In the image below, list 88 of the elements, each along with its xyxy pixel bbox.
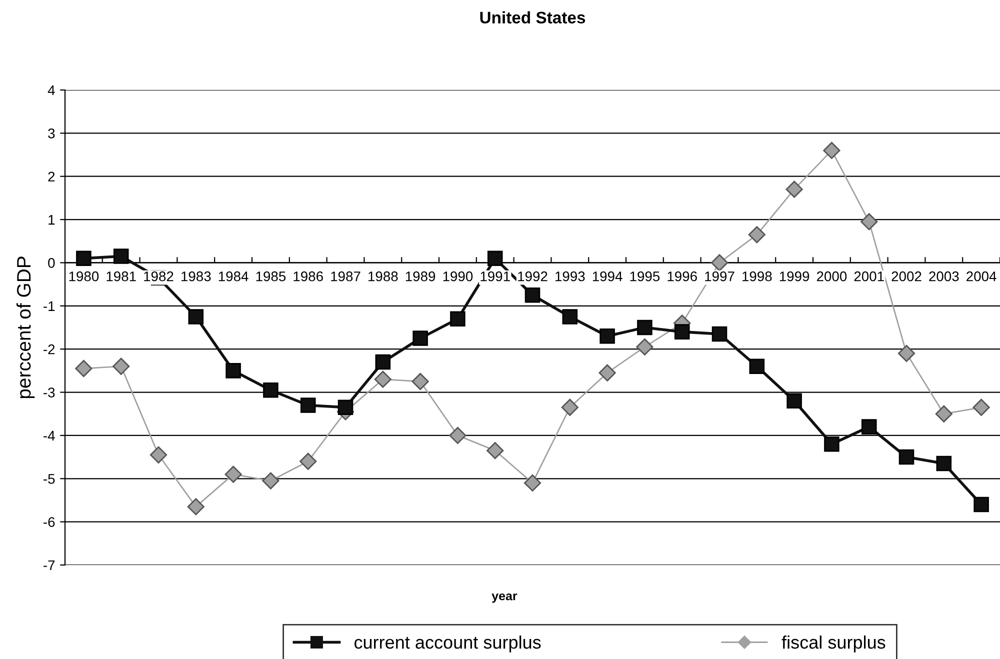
point bbox=[75, 360, 92, 378]
point bbox=[786, 180, 803, 198]
point bbox=[898, 344, 916, 362]
x-tick-label: 1991 bbox=[480, 271, 510, 282]
point bbox=[76, 250, 92, 266]
point bbox=[150, 446, 168, 464]
point bbox=[300, 452, 317, 470]
point bbox=[300, 398, 316, 413]
point bbox=[710, 254, 728, 272]
point bbox=[224, 466, 242, 483]
point bbox=[113, 248, 129, 264]
point bbox=[936, 456, 952, 472]
point bbox=[226, 363, 241, 378]
y-tick-label: -2 bbox=[44, 344, 55, 354]
x-tick-label: 1996 bbox=[668, 271, 697, 282]
point bbox=[898, 449, 914, 465]
point bbox=[187, 498, 204, 516]
point bbox=[188, 309, 204, 324]
x-tick-label: 1990 bbox=[443, 271, 473, 282]
x-tick-label: 2002 bbox=[892, 271, 922, 282]
x-tick-label: 1983 bbox=[182, 271, 211, 282]
point bbox=[860, 213, 878, 230]
point bbox=[861, 419, 877, 434]
point bbox=[598, 364, 616, 382]
y-tick-label: -6 bbox=[44, 517, 55, 527]
y-tick-label: -1 bbox=[44, 301, 55, 311]
point bbox=[263, 382, 278, 398]
point bbox=[524, 474, 542, 492]
y-tick-label: 0 bbox=[48, 258, 55, 268]
x-tick-label: 1998 bbox=[742, 271, 772, 282]
point bbox=[749, 358, 765, 374]
point bbox=[486, 442, 504, 460]
point bbox=[338, 400, 354, 416]
chart-title: United States bbox=[480, 11, 586, 24]
point bbox=[674, 324, 690, 340]
x-tick-label: 1980 bbox=[69, 271, 99, 282]
legend-label: fiscal surplus bbox=[782, 635, 886, 652]
y-tick-label: -7 bbox=[44, 560, 55, 570]
x-tick-label: 1981 bbox=[106, 271, 136, 282]
x-tick-label: 1985 bbox=[256, 271, 286, 282]
point bbox=[262, 472, 280, 490]
point bbox=[561, 398, 578, 416]
x-tick-label: 1988 bbox=[368, 271, 398, 282]
point bbox=[412, 330, 428, 346]
x-tick-label: 1987 bbox=[331, 271, 360, 282]
x-tick-label: 2000 bbox=[816, 271, 847, 282]
x-tick-label: 1992 bbox=[518, 271, 548, 282]
point bbox=[637, 320, 652, 336]
point bbox=[636, 338, 654, 356]
y-tick-label: 4 bbox=[48, 85, 55, 96]
point bbox=[935, 405, 952, 422]
point bbox=[449, 426, 466, 444]
point bbox=[824, 436, 840, 452]
point bbox=[823, 142, 840, 160]
x-tick-label: 2001 bbox=[854, 271, 884, 282]
point bbox=[712, 326, 728, 342]
x-axis-title: year bbox=[492, 593, 518, 603]
x-tick-label: 1984 bbox=[218, 271, 248, 282]
y-tick-label: -3 bbox=[44, 388, 55, 398]
x-tick-label: 1997 bbox=[705, 271, 734, 282]
point bbox=[524, 287, 540, 303]
y-tick-label: 1 bbox=[48, 215, 55, 225]
point bbox=[374, 370, 392, 388]
x-tick-label: 2004 bbox=[966, 271, 996, 282]
point bbox=[972, 398, 990, 416]
x-tick-label: 1999 bbox=[780, 271, 810, 282]
y-tick-label: -4 bbox=[44, 430, 55, 440]
point bbox=[600, 328, 615, 344]
legend-label: current account surplus bbox=[354, 635, 541, 652]
point bbox=[412, 372, 429, 390]
y-axis-title: perccent of GDP bbox=[16, 256, 35, 398]
y-tick-label: 3 bbox=[48, 128, 55, 138]
x-tick-label: 2003 bbox=[929, 271, 959, 282]
point bbox=[748, 226, 766, 244]
y-tick-label: -5 bbox=[44, 474, 55, 484]
point bbox=[562, 309, 578, 324]
x-tick-label: 1989 bbox=[406, 271, 436, 282]
x-tick-label: 1995 bbox=[630, 271, 660, 282]
x-tick-label: 1993 bbox=[556, 271, 585, 282]
point bbox=[112, 358, 130, 375]
y-tick-label: 2 bbox=[48, 172, 55, 182]
x-tick-label: 1994 bbox=[592, 271, 622, 282]
point bbox=[974, 496, 989, 512]
x-tick-label: 1986 bbox=[294, 271, 323, 282]
point bbox=[487, 250, 503, 266]
point bbox=[375, 354, 391, 370]
point bbox=[786, 393, 802, 409]
point bbox=[450, 311, 466, 327]
